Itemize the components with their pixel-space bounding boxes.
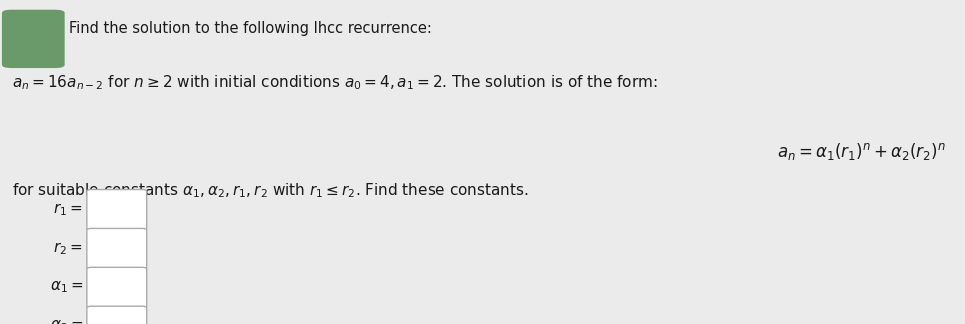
Text: $\alpha_1 =$: $\alpha_1 =$ xyxy=(49,280,83,295)
FancyBboxPatch shape xyxy=(87,267,147,308)
Text: $r_2 =$: $r_2 =$ xyxy=(53,240,83,257)
Text: $a_n = 16a_{n-2}$ for $n \geq 2$ with initial conditions $a_0 = 4, a_1 = 2$. The: $a_n = 16a_{n-2}$ for $n \geq 2$ with in… xyxy=(12,73,657,92)
Text: $r_1 =$: $r_1 =$ xyxy=(53,202,83,218)
FancyBboxPatch shape xyxy=(87,306,147,324)
FancyBboxPatch shape xyxy=(2,10,65,68)
FancyBboxPatch shape xyxy=(87,190,147,230)
FancyBboxPatch shape xyxy=(87,228,147,269)
Text: for suitable constants $\alpha_1, \alpha_2, r_1, r_2$ with $r_1 \leq r_2$. Find : for suitable constants $\alpha_1, \alpha… xyxy=(12,181,528,200)
Text: Find the solution to the following lhcc recurrence:: Find the solution to the following lhcc … xyxy=(69,21,432,36)
Text: $\alpha_2 =$: $\alpha_2 =$ xyxy=(49,318,83,324)
Text: $a_n = \alpha_1(r_1)^n + \alpha_2(r_2)^n$: $a_n = \alpha_1(r_1)^n + \alpha_2(r_2)^n… xyxy=(777,141,946,162)
